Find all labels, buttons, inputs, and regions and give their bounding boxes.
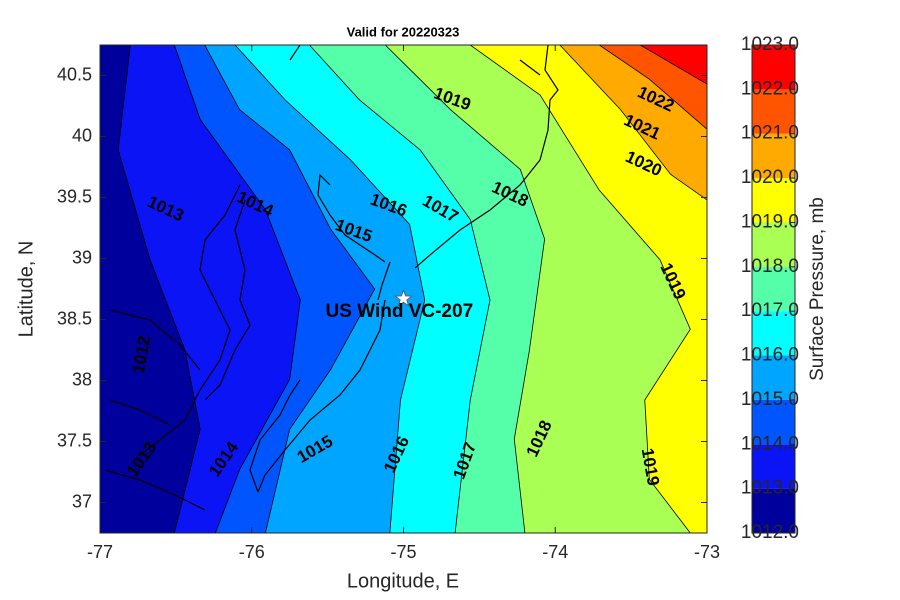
pressure-band [470, 45, 707, 533]
y-tick-label: 37 [72, 491, 92, 511]
contour-line [640, 45, 707, 85]
colorbar-tick-label: 1014.0 [741, 433, 799, 454]
y-tick-label: 39.5 [57, 186, 92, 206]
contour-line [470, 45, 691, 533]
colorbar-tick-label: 1019.0 [741, 211, 799, 232]
colorbar-tick-label: 1022.0 [741, 78, 799, 99]
colorbar-tick-label: 1021.0 [741, 123, 799, 144]
colorbar-tick-label: 1015.0 [741, 389, 799, 410]
x-tick-label: -75 [390, 542, 416, 562]
chart-title: Valid for 20220323 [347, 24, 460, 39]
colorbar-box [751, 44, 796, 534]
colorbar-band [752, 178, 795, 223]
x-axis-label: Longitude, E [347, 570, 459, 592]
colorbar-label: Surface Pressure, mb [807, 197, 828, 381]
colorbar-band [752, 444, 795, 489]
site-marker [394, 289, 413, 307]
contour-line [173, 45, 301, 533]
colorbar-tick-label: 1018.0 [741, 256, 799, 277]
colorbar-band [752, 45, 795, 90]
y-tick-label: 40 [72, 125, 92, 145]
colorbar-band [752, 311, 795, 356]
coastline [104, 45, 559, 511]
contour-line [599, 45, 707, 130]
y-tick-label: 40.5 [57, 64, 92, 84]
y-tick-label: 38 [72, 369, 92, 389]
site-label: US Wind VC-207 [326, 301, 474, 322]
contour-line [385, 45, 546, 533]
contour-line [117, 45, 201, 533]
x-tick-label: -74 [542, 542, 568, 562]
colorbar-tick-label: 1013.0 [741, 478, 799, 499]
colorbar-band [752, 266, 795, 312]
x-tick-label: -73 [694, 542, 720, 562]
contour-line [234, 45, 426, 533]
y-tick-label: 39 [72, 247, 92, 267]
x-tick-label: -77 [87, 542, 113, 562]
colorbar-tick-label: 1016.0 [741, 345, 799, 366]
colorbar-band [752, 488, 795, 533]
y-axis-label: Latitude, N [15, 241, 37, 338]
colorbar-tick-label: 1017.0 [741, 300, 799, 321]
colorbar-tick-label: 1023.0 [741, 34, 799, 55]
colorbar-tick-label: 1012.0 [741, 522, 799, 543]
colorbar-band [752, 355, 795, 400]
colorbar-band [752, 89, 795, 134]
colorbar-band [752, 133, 795, 179]
x-tick-label: -76 [239, 542, 265, 562]
contour-line [309, 45, 491, 533]
colorbar-tick-label: 1020.0 [741, 167, 799, 188]
contour-line [559, 45, 707, 201]
y-tick-label: 38.5 [57, 308, 92, 328]
colorbar-band [752, 222, 795, 267]
colorbar-band [752, 399, 795, 445]
y-tick-label: 37.5 [57, 430, 92, 450]
contour-line [204, 45, 376, 533]
overlay: US Wind VC-207 -77 -76 -75 -74 -73 37 37.5 38 38.… [57, 34, 828, 562]
